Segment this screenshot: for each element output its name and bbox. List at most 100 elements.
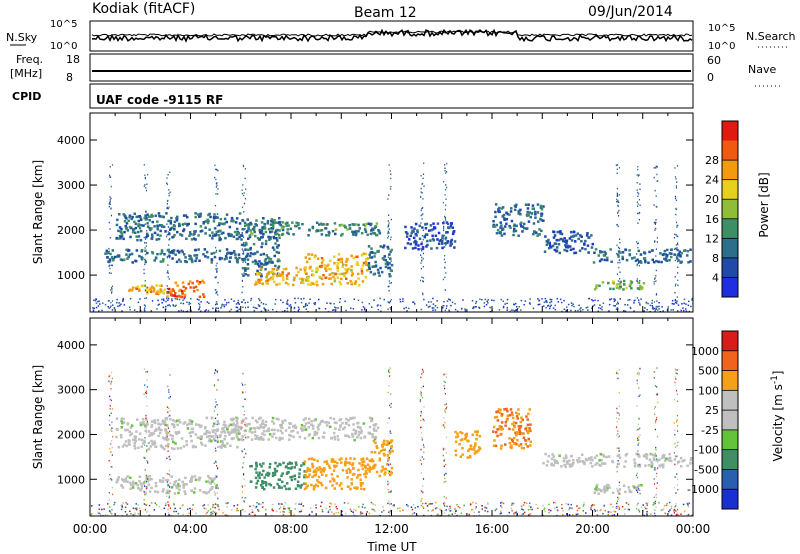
velocity-echo-6	[148, 490, 152, 493]
velocity-echo-5	[194, 445, 198, 449]
power-streak-8	[619, 242, 621, 244]
velocity-echo-1	[357, 474, 360, 477]
velocity-streak-5	[388, 442, 390, 445]
power-echo-7	[269, 230, 272, 234]
power-streak-8	[617, 204, 619, 207]
power-echo-1	[171, 236, 174, 239]
power-echo-13	[637, 281, 640, 284]
power-ground-scatter	[350, 307, 352, 309]
power-ground-scatter	[230, 308, 232, 311]
velocity-ground-scatter	[358, 506, 360, 508]
power-echo-8	[382, 256, 385, 260]
velocity-echo-7	[232, 437, 235, 440]
power-echo-4	[260, 221, 264, 224]
velocity-echo-1	[304, 482, 307, 486]
velocity-echo-7	[259, 416, 262, 420]
velocity-streak-2	[168, 495, 170, 497]
velocity-streak-2	[167, 445, 170, 448]
power-ground-scatter	[380, 310, 382, 312]
velocity-echo-2	[368, 465, 371, 469]
power-echo-1	[204, 226, 207, 229]
power-echo-1	[175, 219, 179, 222]
velocity-echo-1	[344, 460, 347, 464]
power-ground-scatter	[681, 303, 683, 305]
velocity-echo-0	[262, 469, 265, 473]
power-echo-1	[156, 226, 159, 229]
power-echo-3	[202, 281, 206, 284]
velocity-streak-0	[109, 473, 111, 476]
velocity-ground-scatter	[101, 508, 103, 511]
power-streak-10	[655, 222, 657, 224]
power-echo-1	[167, 219, 170, 223]
velocity-echo-4	[508, 427, 511, 431]
velocity-streak-1	[144, 384, 146, 386]
velocity-echo-7	[250, 438, 254, 441]
velocity-ground-scatter	[413, 504, 415, 506]
power-echo-9	[412, 236, 416, 240]
power-echo-6	[343, 275, 346, 278]
power-streak-4	[243, 165, 245, 168]
power-echo-7	[324, 227, 327, 230]
velocity-ground-scatter	[90, 514, 92, 516]
velocity-ground-scatter	[508, 511, 510, 514]
power-streak-8	[616, 273, 618, 275]
power-streak-4	[244, 228, 246, 230]
power-streak-5	[389, 268, 391, 270]
velocity-streak-11	[676, 393, 678, 396]
power-echo-10	[526, 227, 529, 230]
power-streak-7	[446, 171, 448, 173]
velocity-streak-9	[638, 510, 641, 513]
velocity-streak-3	[213, 410, 216, 412]
velocity-echo-0	[265, 481, 268, 485]
power-streak-3	[215, 246, 217, 249]
velocity-streak-9	[636, 439, 639, 442]
power-streak-9	[636, 182, 638, 184]
velocity-ground-scatter	[495, 508, 498, 510]
power-echo-1	[223, 222, 226, 225]
velocity-streak-3	[214, 511, 216, 514]
power-echo-1	[125, 222, 129, 225]
power-echo-0	[237, 253, 241, 256]
velocity-ground-scatter	[103, 508, 105, 510]
power-echo-12	[650, 249, 654, 252]
velocity-echo-6	[165, 491, 168, 495]
power-ground-scatter	[429, 305, 431, 308]
velocity-streak-7	[443, 385, 445, 387]
velocity-ground-scatter	[257, 510, 260, 512]
power-echo-1	[170, 226, 174, 230]
velocity-ground-scatter	[570, 507, 572, 509]
velocity-echo-0	[280, 486, 283, 489]
power-echo-11	[549, 246, 553, 249]
velocity-echo-7	[332, 417, 336, 421]
velocity-echo-5	[159, 423, 162, 426]
power-axes-ytick-0: 1000	[57, 269, 85, 282]
velocity-streak-7	[444, 477, 446, 480]
power-streak-8	[617, 308, 619, 310]
power-echo-0	[153, 259, 156, 262]
velocity-echo-4	[501, 427, 505, 430]
power-ground-scatter	[546, 301, 548, 303]
velocity-streak-11	[673, 422, 675, 424]
velocity-echo-7	[330, 436, 333, 440]
velocity-echo-7	[259, 424, 262, 427]
power-ground-scatter	[260, 310, 263, 312]
power-ground-scatter	[633, 300, 635, 302]
velocity-echo-9	[636, 488, 639, 492]
power-ground-scatter	[285, 303, 288, 305]
power-echo-8	[367, 262, 371, 265]
power-ground-scatter	[651, 299, 653, 302]
power-echo-7	[373, 226, 377, 230]
velocity-echo-7	[230, 430, 233, 434]
velocity-ground-scatter	[593, 504, 596, 506]
power-echo-5	[281, 273, 284, 276]
power-streak-8	[616, 303, 618, 305]
velocity-streak-10	[654, 413, 656, 415]
velocity-ground-scatter	[402, 509, 404, 511]
power-streak-10	[655, 293, 658, 295]
power-streak-7	[446, 162, 448, 165]
velocity-echo-6	[204, 491, 207, 494]
velocity-streak-3	[216, 389, 218, 391]
velocity-ground-scatter	[579, 507, 581, 509]
velocity-streak-6	[420, 472, 422, 474]
velocity-echo-7	[292, 435, 295, 439]
